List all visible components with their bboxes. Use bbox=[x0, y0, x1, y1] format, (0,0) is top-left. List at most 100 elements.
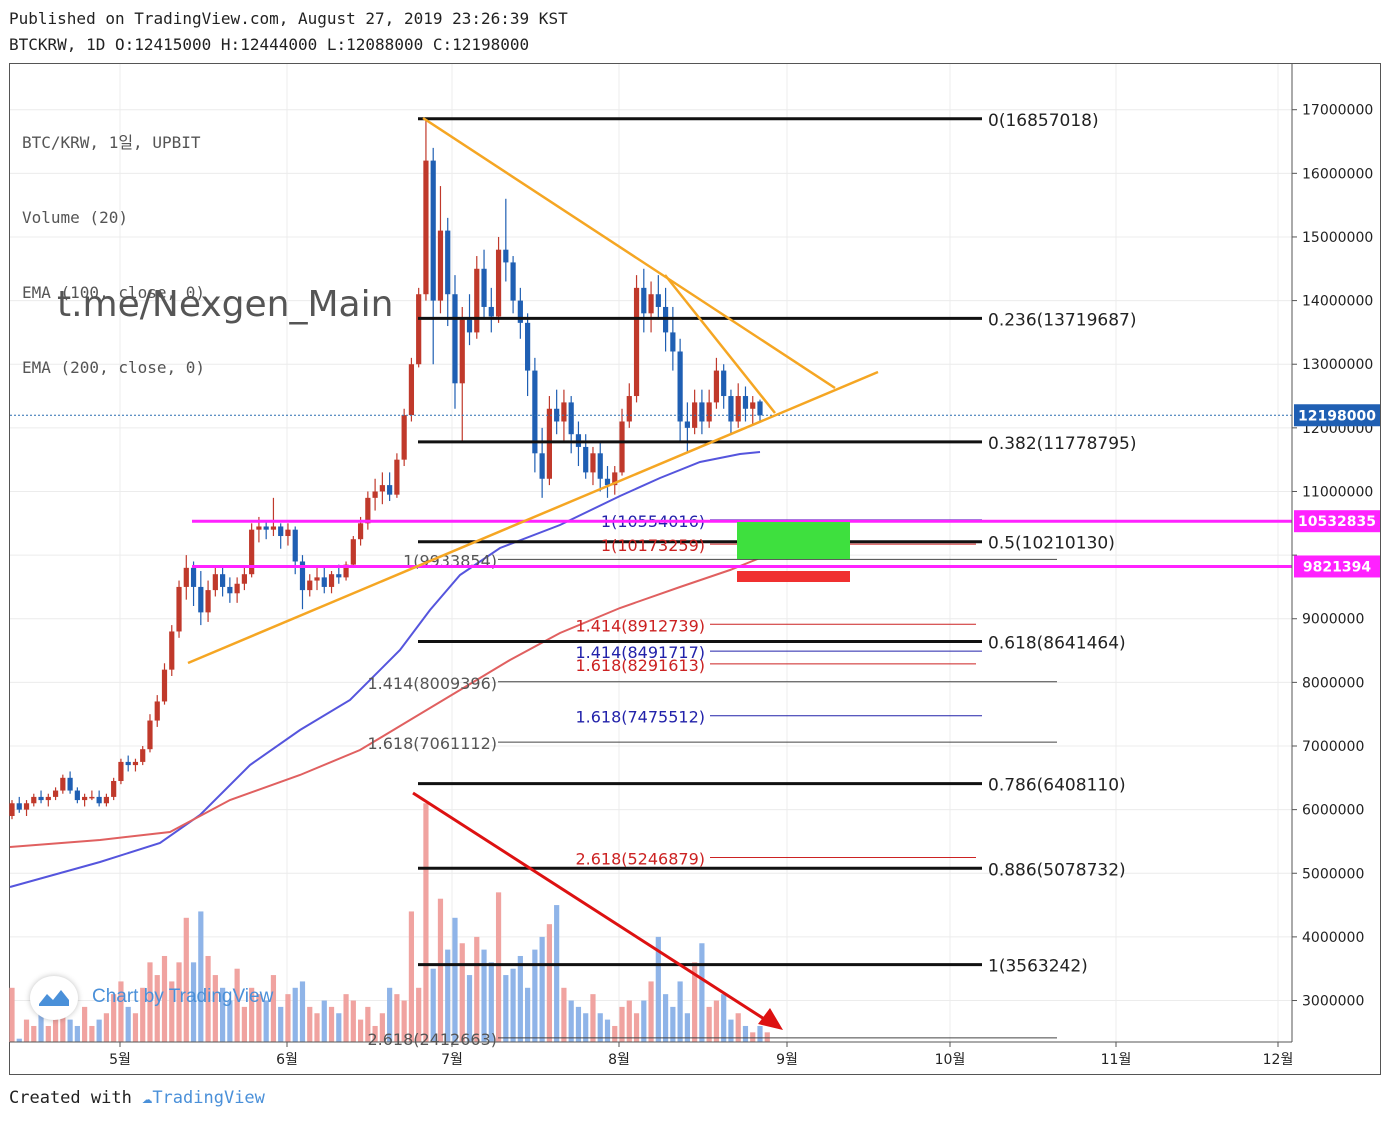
candle-body bbox=[285, 529, 291, 537]
volume-bar bbox=[249, 987, 255, 1042]
candle-body bbox=[445, 230, 451, 295]
volume-bar bbox=[103, 1013, 110, 1042]
volume-bar bbox=[416, 987, 422, 1042]
candle-body bbox=[241, 574, 247, 584]
candle-body bbox=[401, 415, 407, 460]
fib-main-label: 1(3563242) bbox=[988, 957, 1088, 977]
candle-body bbox=[38, 796, 44, 801]
candle-body bbox=[641, 287, 647, 314]
volume-bar bbox=[655, 936, 661, 1042]
candle-body bbox=[394, 459, 400, 495]
volume-bar bbox=[198, 911, 204, 1042]
volume-bar bbox=[227, 1000, 233, 1042]
candle-body bbox=[626, 396, 632, 422]
x-tick-label: 6월 bbox=[276, 1052, 298, 1068]
volume-bar bbox=[38, 1006, 44, 1042]
fib-main-label: 0.236(13719687) bbox=[988, 310, 1136, 330]
candle-body bbox=[568, 402, 574, 435]
time-axis: 5월 6월 7월 8월 9월 10월 11월 12월 bbox=[10, 1041, 1294, 1068]
candle-body bbox=[481, 268, 487, 307]
x-tick-label: 10월 bbox=[935, 1052, 966, 1068]
tradingview-logo-icon[interactable]: ☁ bbox=[142, 1088, 153, 1108]
candle-body bbox=[183, 567, 189, 587]
candle-body bbox=[212, 574, 218, 591]
candle-body bbox=[45, 796, 51, 801]
volume-bar bbox=[357, 1019, 364, 1042]
volume-bar bbox=[713, 1000, 720, 1042]
candle-body bbox=[161, 669, 168, 702]
volume-bar bbox=[379, 1013, 385, 1042]
volume-bar bbox=[474, 936, 480, 1042]
volume-bar bbox=[532, 949, 538, 1042]
y-tick-label: 11000000 bbox=[1302, 484, 1373, 500]
candle-body bbox=[190, 567, 197, 587]
candle-body bbox=[111, 780, 117, 797]
volume-bar bbox=[132, 1013, 139, 1042]
footer-brand[interactable]: TradingView bbox=[152, 1088, 265, 1108]
volume-bar bbox=[401, 1000, 407, 1042]
volume-bar bbox=[757, 1025, 763, 1042]
price-tag-label: 9821394 bbox=[1303, 559, 1371, 575]
x-tick-label: 12월 bbox=[1263, 1052, 1294, 1068]
volume-bar bbox=[750, 1032, 756, 1042]
volume-bar bbox=[161, 955, 168, 1042]
candle-body bbox=[321, 577, 327, 587]
fib-blue-label: 1.618(7475512) bbox=[575, 708, 705, 727]
candle-body bbox=[227, 586, 233, 594]
volume-bar bbox=[16, 1038, 22, 1042]
volume-bar bbox=[299, 981, 306, 1042]
volume-bar bbox=[619, 1006, 625, 1042]
candle-body bbox=[9, 803, 15, 816]
x-tick-label: 7월 bbox=[441, 1052, 463, 1068]
candle-body bbox=[198, 586, 204, 613]
candle-body bbox=[452, 294, 458, 384]
candle-body bbox=[583, 446, 589, 473]
volume-bar bbox=[176, 962, 182, 1042]
ema100-line bbox=[9, 451, 761, 888]
candle-body bbox=[82, 796, 88, 801]
candle-body bbox=[23, 803, 30, 810]
y-tick-label: 6000000 bbox=[1302, 803, 1364, 819]
attribution-text[interactable]: Chart by TradingView bbox=[92, 986, 274, 1007]
y-tick-label: 8000000 bbox=[1302, 675, 1364, 691]
volume-bar bbox=[372, 1025, 378, 1042]
volume-bar bbox=[241, 1006, 247, 1042]
candle-body bbox=[633, 287, 640, 397]
candle-body bbox=[699, 402, 705, 422]
y-tick-label: 16000000 bbox=[1302, 166, 1373, 182]
price-axis: 3000000 4000000 5000000 6000000 7000000 80000… bbox=[1291, 64, 1380, 1042]
candle-body bbox=[140, 749, 146, 762]
volume-bar bbox=[321, 1000, 327, 1042]
candle-body bbox=[292, 529, 298, 562]
candle-body bbox=[379, 485, 385, 492]
inner-trend-line bbox=[664, 274, 776, 414]
volume-bar bbox=[721, 994, 727, 1042]
candle-body bbox=[387, 485, 393, 495]
candle-body bbox=[437, 230, 444, 301]
candle-body bbox=[234, 583, 240, 594]
volume-arrow-head bbox=[758, 1008, 783, 1030]
footer: Created with ☁TradingView bbox=[9, 1088, 265, 1108]
candle-body bbox=[350, 539, 356, 565]
candle-body bbox=[125, 761, 131, 766]
candle-body bbox=[270, 526, 277, 530]
volume-bar bbox=[52, 1013, 59, 1042]
volume-bar bbox=[539, 936, 545, 1042]
candle-body bbox=[256, 526, 262, 530]
volume-arrow-line bbox=[412, 791, 773, 1026]
ohlc-line: BTCKRW, 1D O:12415000 H:12444000 L:12088… bbox=[9, 35, 530, 54]
volume-bar bbox=[459, 943, 465, 1042]
candle-body bbox=[532, 370, 538, 454]
fib-main-label: 0(16857018) bbox=[988, 111, 1099, 131]
candle-body bbox=[539, 453, 545, 479]
volume-bar bbox=[706, 1006, 712, 1042]
candle-body bbox=[118, 761, 124, 781]
volume-bar bbox=[67, 1019, 73, 1042]
tradingview-badge-icon[interactable] bbox=[30, 976, 78, 1020]
y-tick-label: 17000000 bbox=[1302, 103, 1373, 119]
y-tick-label: 3000000 bbox=[1302, 994, 1364, 1010]
volume-bar bbox=[234, 968, 240, 1042]
chart-frame[interactable] bbox=[9, 63, 1381, 1075]
volume-bar bbox=[626, 1000, 632, 1042]
